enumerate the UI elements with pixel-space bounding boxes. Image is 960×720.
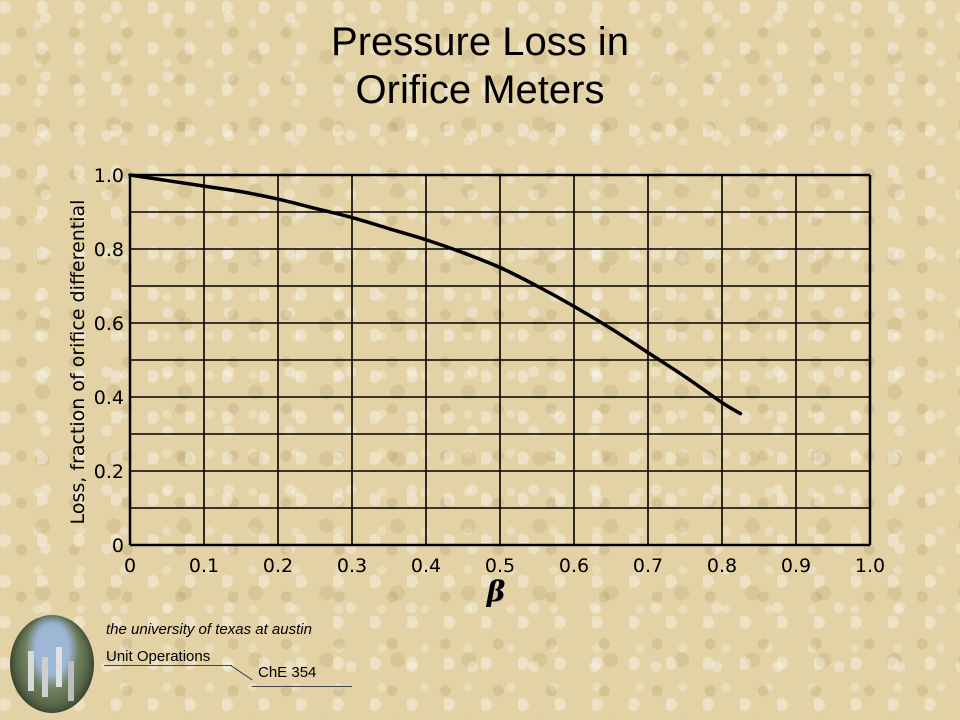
- loss-curve: [128, 173, 743, 416]
- x-tick-label: 0.6: [559, 555, 589, 577]
- x-tick-label: 0.7: [633, 555, 663, 577]
- x-tick-label: 1.0: [855, 555, 885, 577]
- slide-title: Pressure Loss in Orifice Meters: [0, 18, 960, 114]
- footer-divider-3: [252, 686, 352, 687]
- y-tick-labels: 0 0.2 0.4 0.6 0.8 1.0: [94, 165, 124, 557]
- y-tick-label: 0.8: [94, 239, 124, 261]
- x-tick-label: 0.8: [707, 555, 737, 577]
- x-tick-label: 0.2: [263, 555, 293, 577]
- chart-grid: [128, 173, 872, 547]
- y-tick-label: 0.2: [94, 461, 124, 483]
- title-line-1: Pressure Loss in: [331, 20, 629, 64]
- y-axis-label: Loss, fraction of orifice differential: [67, 200, 89, 525]
- x-tick-labels: 0 0.1 0.2 0.3 0.4 0.5 0.6 0.7 0.8 0.9 1.0: [124, 555, 885, 577]
- y-tick-label: 0.4: [94, 387, 124, 409]
- footer-divider-1: [104, 665, 232, 666]
- x-axis-label: β: [486, 575, 506, 608]
- x-tick-label: 0.4: [411, 555, 441, 577]
- y-tick-label: 0.6: [94, 313, 124, 335]
- y-tick-label: 1.0: [94, 165, 124, 187]
- footer-course: ChE 354: [258, 664, 317, 681]
- footer-university: the university of texas at austin: [106, 621, 312, 638]
- title-line-2: Orifice Meters: [355, 68, 605, 112]
- campus-globe-logo: [10, 615, 94, 713]
- y-tick-label: 0: [112, 535, 124, 557]
- x-tick-label: 0.3: [337, 555, 367, 577]
- x-tick-label: 0: [124, 555, 136, 577]
- x-tick-label: 0.5: [485, 555, 515, 577]
- x-tick-label: 0.9: [781, 555, 811, 577]
- x-tick-label: 0.1: [189, 555, 219, 577]
- footer-unit-operations: Unit Operations: [106, 648, 211, 665]
